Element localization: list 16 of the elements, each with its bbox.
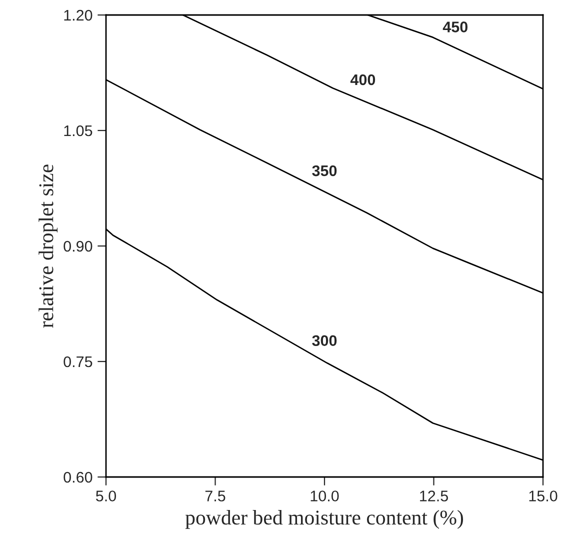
- x-tick-label: 7.5: [205, 490, 226, 502]
- x-tick-label: 5.0: [96, 490, 116, 502]
- x-tick-label: 12.5: [420, 490, 448, 502]
- y-axis-title: relative droplet size: [38, 164, 58, 328]
- y-tick-label: 0.60: [64, 472, 92, 483]
- x-tick-label: 10.0: [310, 490, 339, 502]
- series-label: 350: [312, 165, 337, 176]
- series-label: 450: [442, 22, 468, 32]
- y-tick-label: 0.75: [64, 356, 92, 368]
- y-tick-label: 1.05: [64, 125, 92, 136]
- y-tick-label: 0.90: [64, 240, 92, 252]
- x-axis-title: powder bed moisture content (%): [185, 510, 464, 529]
- x-tick-label: 15.0: [529, 490, 558, 502]
- series-label: 400: [350, 74, 376, 86]
- series-label: 300: [312, 335, 337, 346]
- y-tick-label: 1.20: [64, 10, 92, 21]
